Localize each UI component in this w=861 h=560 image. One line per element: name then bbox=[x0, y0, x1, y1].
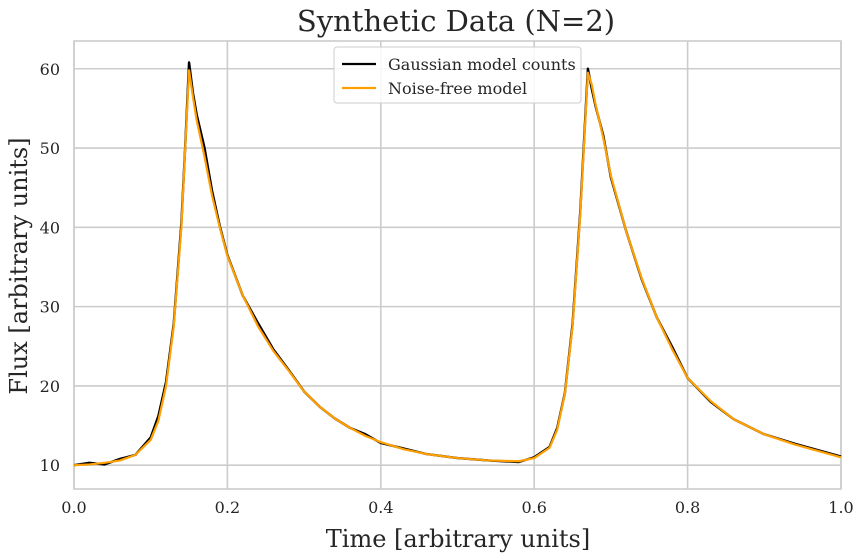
x-tick-label-2: 0.4 bbox=[368, 498, 393, 517]
grid-lines bbox=[73, 41, 842, 489]
legend-box bbox=[333, 46, 582, 104]
y-tick-label-3: 40 bbox=[40, 218, 60, 237]
x-tick-label-5: 1.0 bbox=[828, 498, 853, 517]
plot-frame bbox=[73, 40, 842, 490]
series-line-gaussian-model-counts bbox=[73, 61, 842, 467]
y-tick-label-1: 20 bbox=[40, 377, 60, 396]
series-lines bbox=[73, 61, 842, 467]
y-tick-label-2: 30 bbox=[40, 298, 60, 317]
y-axis-label: Flux [arbitrary units] bbox=[5, 137, 33, 394]
x-tick-label-3: 0.6 bbox=[521, 498, 546, 517]
tick-labels: 0.0 0.2 0.4 0.6 0.8 1.0 10 20 30 40 50 60 bbox=[40, 60, 854, 517]
x-tick-label-1: 0.2 bbox=[215, 498, 240, 517]
legend: Gaussian model counts Noise-free model bbox=[333, 46, 582, 104]
legend-label-noise-free-model: Noise-free model bbox=[388, 79, 527, 98]
x-axis-label: Time [arbitrary units] bbox=[326, 525, 590, 553]
series-line-noise-free-model bbox=[73, 69, 842, 467]
y-tick-label-0: 10 bbox=[40, 456, 60, 475]
legend-label-gaussian-model-counts: Gaussian model counts bbox=[388, 55, 576, 74]
y-tick-label-4: 50 bbox=[40, 139, 60, 158]
chart-title: Synthetic Data (N=2) bbox=[297, 4, 615, 38]
x-tick-label-0: 0.0 bbox=[61, 498, 86, 517]
x-tick-label-4: 0.8 bbox=[675, 498, 700, 517]
y-tick-label-5: 60 bbox=[40, 60, 60, 79]
